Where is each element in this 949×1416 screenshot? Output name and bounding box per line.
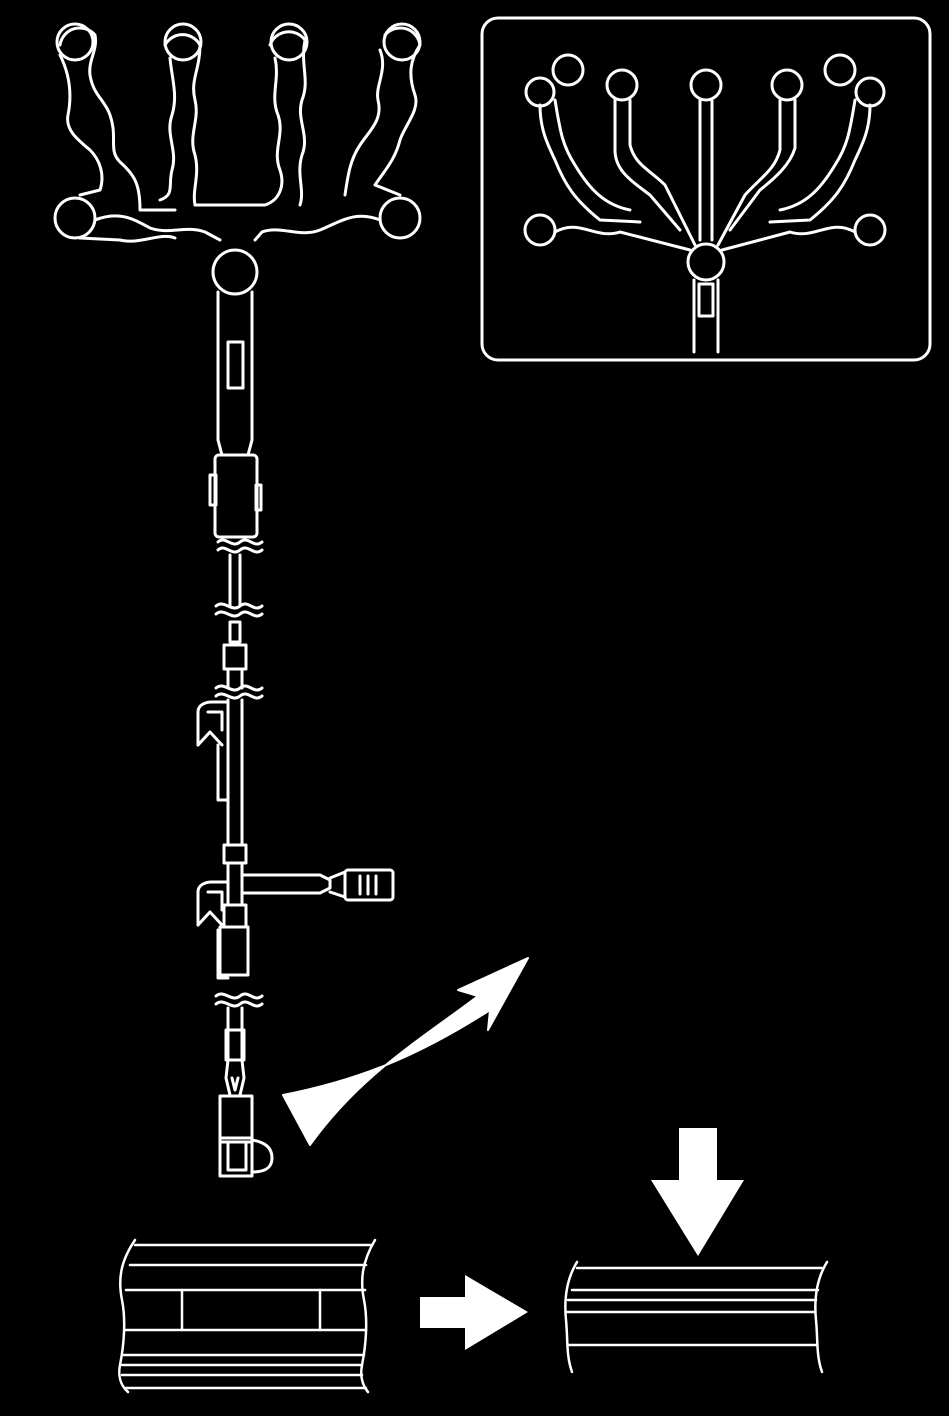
sensor-mat-main [53,22,422,296]
press-arrow [651,1128,744,1256]
process-arrow [420,1275,528,1350]
tape-after [564,1260,829,1374]
zoom-arrow [282,957,529,1146]
tape-before [118,1238,377,1394]
harness-stem [196,290,395,1178]
sensor-mat-inset [480,16,932,362]
